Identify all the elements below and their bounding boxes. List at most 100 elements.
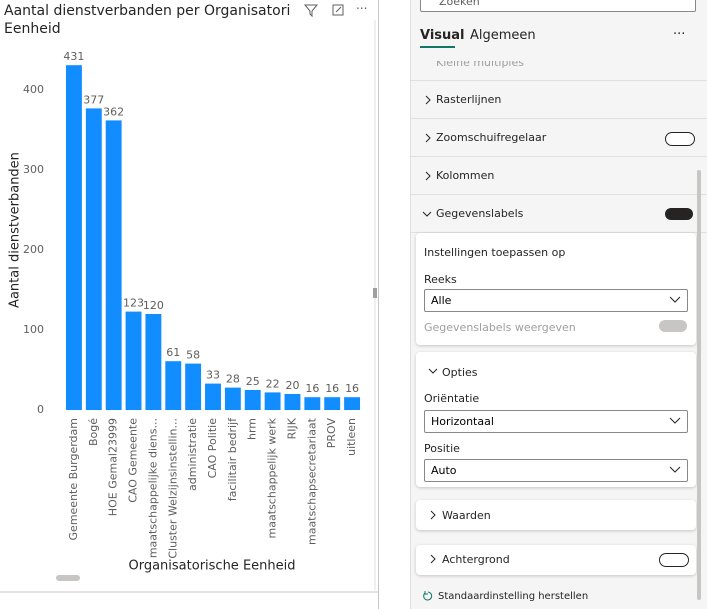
dropdown[interactable]: Auto: [424, 459, 688, 482]
bar: [264, 392, 281, 410]
dropdown[interactable]: Alle: [424, 289, 688, 312]
chevron-right: [430, 510, 436, 520]
separator: [410, 194, 707, 195]
chevron: [669, 466, 681, 473]
y-tick-label: 200: [23, 243, 44, 256]
y-tick-label: 0: [37, 403, 44, 416]
bar: [185, 363, 202, 410]
x-tick-label: hrm: [246, 418, 259, 440]
section-title[interactable]: Gegevenslabels: [436, 207, 524, 220]
section-title[interactable]: Zoomschuifregelaar: [436, 131, 547, 144]
chart-title: Aantal dienstverbanden per Organisatori: [4, 3, 290, 19]
bar: [304, 397, 321, 410]
divider: [378, 0, 379, 609]
bar: [165, 361, 182, 410]
separator: [410, 80, 707, 81]
bar: [324, 397, 341, 410]
bar: [244, 390, 261, 410]
chevron-right: [430, 554, 436, 564]
separator: [410, 156, 707, 157]
field-label: Gegevenslabels weergeven: [424, 321, 576, 334]
card-title[interactable]: Achtergrond: [442, 553, 510, 566]
bar: [145, 314, 162, 410]
data-label: 20: [285, 379, 299, 392]
h-scrollbar[interactable]: [56, 575, 80, 581]
toggle-on[interactable]: [665, 208, 693, 220]
bar: [205, 383, 221, 410]
x-tick-label: RIJK: [285, 417, 298, 439]
pane-scrollbar[interactable]: [697, 170, 701, 600]
more-button[interactable]: ···: [673, 27, 686, 42]
data-label: 33: [206, 369, 220, 382]
data-label: 58: [186, 349, 200, 362]
separator: [410, 118, 707, 119]
card-title[interactable]: Waarden: [442, 509, 491, 522]
separator: [410, 232, 707, 233]
section-title[interactable]: Rasterlijnen: [436, 93, 502, 106]
x-tick-label: Cluster Welzijnsinstellin...: [166, 418, 179, 559]
data-label: 377: [83, 93, 104, 106]
toggle-off[interactable]: [665, 132, 695, 146]
data-label: 123: [123, 297, 144, 310]
chevron-down: [428, 368, 438, 374]
card-title[interactable]: Opties: [442, 366, 478, 379]
x-tick-label: administratie: [186, 418, 199, 491]
bar: [105, 120, 122, 411]
x-axis-title: Organisatorische Eenheid: [128, 559, 295, 574]
y-axis-title: Aantal dienstverbanden: [8, 152, 23, 308]
data-label: 25: [246, 375, 260, 388]
bar: [85, 108, 102, 411]
data-label: 120: [143, 299, 164, 312]
tab-underline: [420, 46, 455, 48]
x-tick-label: maatschapsecretariaat: [305, 417, 318, 545]
bar: [284, 394, 301, 410]
y-tick-label: 300: [23, 163, 44, 176]
chevron: [425, 133, 431, 143]
x-tick-label: Bogé: [87, 418, 100, 446]
search-box[interactable]: Zoeken: [420, 0, 696, 12]
dropdown-value: Auto: [431, 464, 457, 477]
more-icon[interactable]: ···: [356, 2, 367, 16]
bar: [344, 397, 361, 410]
chart: Aantal dienstverbanden per Organisatori …: [0, 0, 378, 593]
field-label: Positie: [424, 442, 460, 455]
data-label: 61: [166, 346, 180, 359]
reset-link[interactable]: Standaardinstelling herstellen: [438, 591, 589, 602]
bar: [224, 387, 241, 410]
data-label: 16: [305, 382, 319, 395]
field-label: Oriëntatie: [424, 392, 480, 405]
cut-section: Kleine multiples: [436, 56, 524, 69]
chevron: [669, 296, 681, 303]
y-tick-label: 400: [23, 83, 44, 96]
resize-handle[interactable]: [373, 288, 377, 298]
data-label: 16: [325, 382, 339, 395]
header-icons-bg: [300, 0, 378, 22]
x-tick-label: CAO Gemeente: [127, 418, 140, 503]
values-card[interactable]: [416, 500, 696, 530]
bar: [65, 65, 82, 410]
tab[interactable]: Visual: [420, 28, 465, 43]
background-card[interactable]: [416, 545, 696, 575]
data-label: 16: [345, 382, 359, 395]
focus-icon[interactable]: [332, 4, 344, 16]
x-tick-label: Gemeente Burgerdam: [67, 418, 80, 540]
dropdown[interactable]: Horizontaal: [424, 410, 688, 433]
field-label: Reeks: [424, 273, 457, 286]
toggle-disabled: [659, 320, 687, 332]
toggle-off[interactable]: [659, 553, 689, 567]
data-label: 22: [266, 377, 280, 390]
x-tick-label: HOE Gemal23999: [107, 418, 120, 516]
x-tick-label: maatschappelijk werk: [266, 417, 279, 538]
chart-title: Eenheid: [4, 21, 61, 37]
dropdown-value: Horizontaal: [431, 415, 494, 428]
chevron: [425, 171, 431, 181]
section-title[interactable]: Kolommen: [436, 169, 495, 182]
card-title: Instellingen toepassen op: [424, 246, 566, 259]
y-tick-label: 100: [23, 323, 44, 336]
search-placeholder: Zoeken: [439, 0, 480, 8]
tab[interactable]: Algemeen: [470, 28, 536, 43]
reset-icon: [423, 591, 433, 601]
filter-icon[interactable]: [303, 4, 319, 18]
x-tick-label: CAO Politie: [206, 418, 219, 479]
